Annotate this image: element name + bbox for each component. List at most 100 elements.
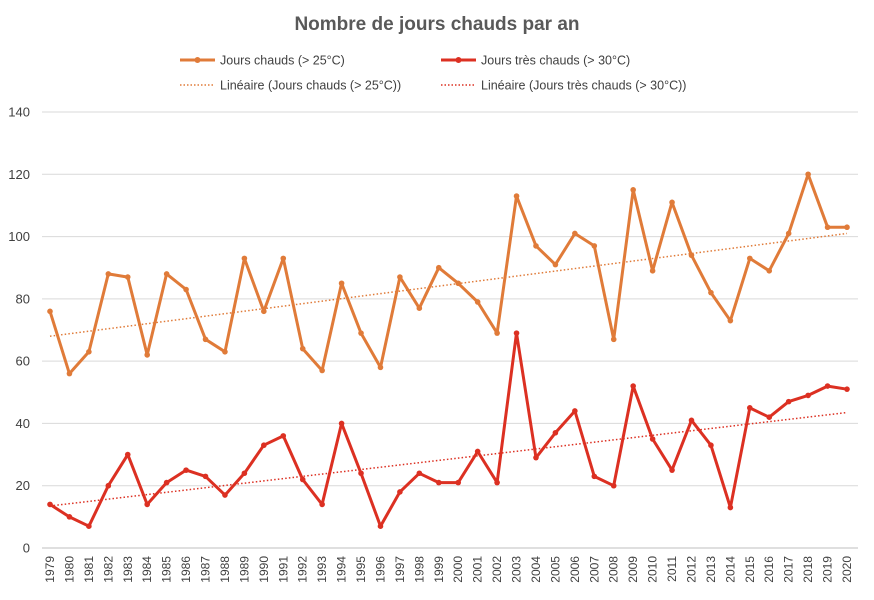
data-point-0-1994 <box>338 280 345 287</box>
data-point-0-1990 <box>261 308 267 315</box>
x-tick-label-2009: 2009 <box>626 556 640 583</box>
trendline-0 <box>49 232 848 337</box>
x-tick-label-1986: 1986 <box>179 556 193 583</box>
data-point-1-1995 <box>358 470 364 477</box>
x-tick-label-2007: 2007 <box>587 556 601 583</box>
x-tick-label-1991: 1991 <box>276 556 290 583</box>
x-tick-label-1998: 1998 <box>412 556 426 583</box>
data-point-1-1993 <box>319 501 325 508</box>
data-point-1-1979 <box>47 501 53 508</box>
data-point-0-1995 <box>358 330 364 336</box>
data-point-0-1981 <box>86 349 92 355</box>
data-point-1-1980 <box>66 514 73 520</box>
x-tick-label-2010: 2010 <box>646 556 660 583</box>
x-tick-label-1983: 1983 <box>121 556 135 583</box>
data-point-1-2012 <box>688 417 695 424</box>
data-point-0-2014 <box>727 317 734 324</box>
data-point-1-1997 <box>397 489 403 495</box>
data-point-1-1992 <box>299 476 306 483</box>
data-point-0-1986 <box>183 286 189 293</box>
x-tick-label-1994: 1994 <box>335 556 349 583</box>
data-point-0-1987 <box>202 336 209 343</box>
data-point-0-2000 <box>455 280 462 287</box>
x-tick-label-2017: 2017 <box>782 556 796 583</box>
x-tick-label-1987: 1987 <box>199 556 213 583</box>
x-tick-label-1999: 1999 <box>432 556 446 583</box>
data-point-1-1982 <box>105 482 112 489</box>
x-tick-label-2019: 2019 <box>821 556 835 583</box>
legend-item-trend-very-hot-days: Linéaire (Jours très chauds (> 30°C)) <box>441 79 686 93</box>
data-point-0-2006 <box>572 230 578 237</box>
x-tick-label-2018: 2018 <box>801 556 815 583</box>
data-point-0-2003 <box>513 193 520 199</box>
data-point-0-2011 <box>669 199 675 206</box>
legend-marker-very-hot-days <box>455 57 462 63</box>
data-point-1-2009 <box>630 383 636 389</box>
data-point-0-2016 <box>766 268 773 274</box>
data-point-1-2006 <box>572 408 578 414</box>
data-point-0-1988 <box>222 349 228 355</box>
x-tick-label-1996: 1996 <box>373 556 387 583</box>
legend-item-hot-days: Jours chauds (> 25°C) <box>180 54 345 68</box>
x-tick-label-2012: 2012 <box>684 556 698 583</box>
data-point-1-1984 <box>144 501 150 508</box>
x-tick-label-1988: 1988 <box>218 556 232 583</box>
data-point-0-1979 <box>47 308 53 315</box>
legend-label-trend-hot-days: Linéaire (Jours chauds (> 25°C)) <box>220 79 401 93</box>
x-tick-label-2008: 2008 <box>607 556 621 583</box>
x-tick-label-1985: 1985 <box>160 556 174 583</box>
data-point-1-2003 <box>513 330 520 336</box>
data-point-1-2004 <box>533 454 539 461</box>
y-tick-label-120: 120 <box>8 167 30 182</box>
data-point-1-2010 <box>649 436 656 442</box>
x-tick-label-1995: 1995 <box>354 556 368 583</box>
x-tick-label-1982: 1982 <box>101 556 115 583</box>
x-tick-label-1981: 1981 <box>82 556 96 583</box>
legend-item-trend-hot-days: Linéaire (Jours chauds (> 25°C)) <box>180 79 401 93</box>
series-line-0 <box>48 172 849 376</box>
data-point-0-2004 <box>533 243 539 249</box>
data-point-1-2001 <box>474 448 481 455</box>
data-point-1-2011 <box>669 467 675 473</box>
data-point-1-1985 <box>163 479 170 486</box>
data-point-0-2018 <box>805 171 811 178</box>
x-tick-label-2020: 2020 <box>840 556 854 583</box>
legend: Jours chauds (> 25°C) Jours très chauds … <box>180 54 686 93</box>
data-point-1-1991 <box>280 433 287 439</box>
x-axis: 1979 1980 1981 1982 1983 1984 1985 1986 1987 1988… <box>43 556 854 583</box>
trendlines <box>49 232 848 507</box>
x-tick-label-1984: 1984 <box>140 556 154 583</box>
data-point-0-1985 <box>163 271 170 277</box>
data-point-0-2007 <box>591 243 598 249</box>
data-point-1-2015 <box>747 405 753 411</box>
x-tick-label-2015: 2015 <box>743 556 757 583</box>
y-tick-label-20: 20 <box>16 478 30 493</box>
y-axis: 0 20 40 60 80 100 120 140 <box>8 105 30 556</box>
data-point-0-1999 <box>435 264 442 271</box>
x-tick-label-1993: 1993 <box>315 556 329 583</box>
data-point-1-1988 <box>222 492 228 498</box>
data-point-0-1998 <box>416 305 423 312</box>
data-point-1-1994 <box>338 420 345 427</box>
data-point-0-2005 <box>552 261 559 268</box>
data-point-0-1992 <box>299 345 306 352</box>
data-point-1-1983 <box>124 451 131 458</box>
data-point-0-1993 <box>319 367 325 374</box>
legend-label-trend-very-hot-days: Linéaire (Jours très chauds (> 30°C)) <box>481 79 686 93</box>
x-tick-label-2000: 2000 <box>451 556 465 583</box>
y-tick-label-60: 60 <box>16 354 30 369</box>
data-point-1-2014 <box>727 504 734 511</box>
x-tick-label-1992: 1992 <box>296 556 310 583</box>
data-point-1-2018 <box>805 392 811 399</box>
x-tick-label-2002: 2002 <box>490 556 504 583</box>
x-tick-label-1990: 1990 <box>257 556 271 583</box>
y-tick-label-100: 100 <box>8 229 30 244</box>
data-point-1-2000 <box>455 479 462 486</box>
x-tick-label-2001: 2001 <box>471 556 485 583</box>
x-tick-label-1997: 1997 <box>393 556 407 583</box>
gridlines <box>42 111 858 549</box>
data-point-1-1989 <box>241 470 248 477</box>
trendline-1 <box>49 411 848 507</box>
